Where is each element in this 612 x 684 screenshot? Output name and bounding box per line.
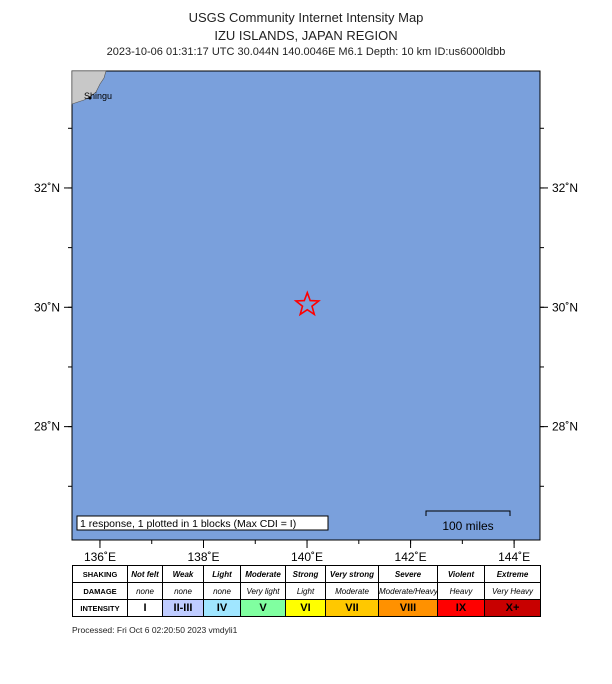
scale-label: 100 miles: [442, 519, 493, 533]
lat-label: 32˚N: [552, 181, 578, 195]
lat-label: 30˚N: [552, 300, 578, 314]
intensity-cell: II-III: [162, 599, 204, 617]
shaking-cell: Not felt: [127, 565, 163, 583]
intensity-cell: V: [240, 599, 286, 617]
shaking-cell: Severe: [378, 565, 438, 583]
rl: SHAKING: [72, 565, 128, 583]
shaking-cell: Strong: [285, 565, 326, 583]
intensity-cell: VI: [285, 599, 326, 617]
intensity-cell: X+: [484, 599, 541, 617]
lon-label: 140˚E: [291, 550, 323, 562]
ocean: [71, 70, 541, 541]
damage-cell: Moderate: [325, 582, 379, 600]
intensity-legend: SHAKING Not felt Weak Light Moderate Strong Ve…: [72, 565, 541, 617]
rl: INTENSITY: [72, 599, 128, 617]
lon-label: 138˚E: [187, 550, 219, 562]
intensity-cell: IX: [437, 599, 485, 617]
lat-label: 28˚N: [552, 420, 578, 434]
shaking-cell: Extreme: [484, 565, 541, 583]
damage-cell: none: [127, 582, 163, 600]
damage-cell: Very Heavy: [484, 582, 541, 600]
footer: Processed: Fri Oct 6 02:20:50 2023 vmdyl…: [72, 625, 238, 635]
title: USGS Community Internet Intensity Map: [188, 10, 424, 25]
lat-label: 30˚N: [34, 300, 60, 314]
intensity-cell: VII: [325, 599, 379, 617]
shaking-cell: Light: [203, 565, 241, 583]
place-label: Shingu: [84, 91, 112, 101]
lon-label: 144˚E: [498, 550, 530, 562]
note-box: [76, 515, 329, 531]
damage-cell: none: [203, 582, 241, 600]
map: Shingu 1 response, 1 plotted in 1 blocks…: [34, 70, 578, 562]
event-info: 2023-10-06 01:31:17 UTC 30.044N 140.0046…: [106, 46, 506, 58]
rl: DAMAGE: [72, 582, 128, 600]
shaking-cell: Weak: [162, 565, 204, 583]
lat-label: 32˚N: [34, 181, 60, 195]
scale-bar: [425, 510, 511, 516]
lon-label: 142˚E: [395, 550, 427, 562]
damage-cell: Light: [285, 582, 326, 600]
shaking-cell: Moderate: [240, 565, 286, 583]
intensity-cell: IV: [203, 599, 241, 617]
damage-cell: Very light: [240, 582, 286, 600]
region: IZU ISLANDS, JAPAN REGION: [214, 28, 398, 43]
shaking-cell: Violent: [437, 565, 485, 583]
damage-cell: Moderate/Heavy: [378, 582, 438, 600]
lon-label: 136˚E: [84, 550, 116, 562]
damage-cell: Heavy: [437, 582, 485, 600]
intensity-cell: VIII: [378, 599, 438, 617]
place-dot: [88, 96, 92, 100]
lat-label: 28˚N: [34, 420, 60, 434]
intensity-cell: I: [127, 599, 163, 617]
damage-cell: none: [162, 582, 204, 600]
shaking-cell: Very strong: [325, 565, 379, 583]
epicenter: [293, 290, 321, 317]
note: 1 response, 1 plotted in 1 blocks (Max C…: [80, 518, 296, 530]
land: [71, 70, 107, 105]
